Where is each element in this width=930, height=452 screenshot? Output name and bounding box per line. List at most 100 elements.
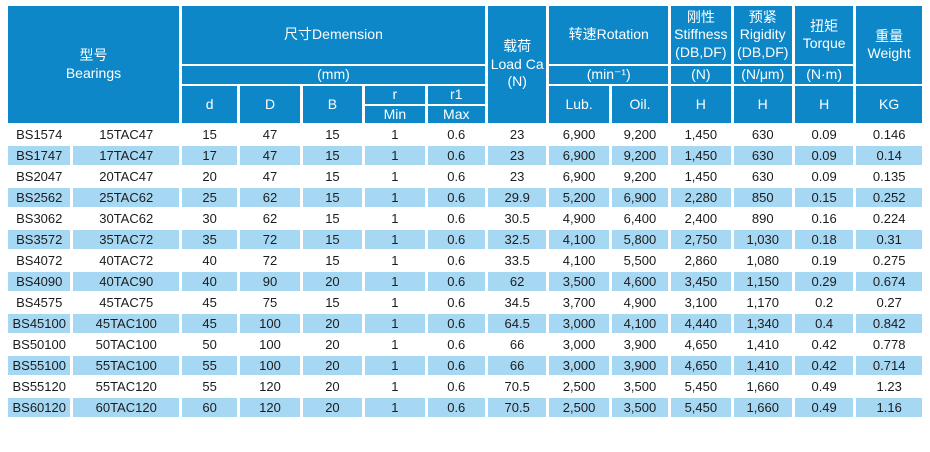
table-cell: BS1574	[4, 123, 74, 146]
header-stiffness: 刚性 Stiffness (DB,DF)	[668, 4, 734, 66]
header-dimension-unit: (mm)	[178, 64, 488, 86]
table-cell: 120	[237, 396, 303, 419]
table-cell: BS55120	[4, 375, 74, 398]
table-cell: 2,500	[546, 375, 612, 398]
header-torque-zh: 扭矩	[810, 17, 839, 34]
table-cell: 40TAC72	[70, 249, 182, 272]
table-cell: 6,900	[546, 123, 612, 146]
table-cell: 0.49	[791, 375, 857, 398]
table-cell: 1,660	[730, 375, 795, 398]
table-cell: 70.5	[484, 396, 550, 419]
table-cell: BS2562	[4, 186, 74, 209]
table-cell: 4,600	[608, 270, 672, 293]
table-cell: 3,100	[668, 291, 734, 314]
table-cell: 1.16	[853, 396, 925, 419]
table-cell: 32.5	[484, 228, 550, 251]
table-cell: 1	[362, 354, 428, 377]
table-cell: 4,440	[668, 312, 734, 335]
table-cell: 0.09	[791, 165, 857, 188]
table-cell: 66	[484, 333, 550, 356]
table-row: BS55120 55TAC120 55 120 20 1 0.6 70.5 2,500 3,500…	[4, 375, 925, 398]
table-cell: 100	[237, 354, 303, 377]
table-cell: 5,450	[668, 375, 734, 398]
table-cell: 0.42	[791, 333, 857, 356]
table-cell: 23	[484, 123, 550, 146]
table-cell: 9,200	[608, 123, 672, 146]
table-cell: 1	[362, 207, 428, 230]
table-cell: 15	[299, 249, 366, 272]
bearing-spec-table: 型号 Bearings 尺寸Demension 载荷 Load Ca (N) 转…	[4, 4, 925, 419]
table-cell: 630	[730, 123, 795, 146]
table-row: BS50100 50TAC100 50 100 20 1 0.6 66 3,000 3,900 4,…	[4, 333, 925, 356]
table-cell: 20	[178, 165, 241, 188]
table-cell: 5,500	[608, 249, 672, 272]
table-cell: 6,400	[608, 207, 672, 230]
table-cell: 15	[299, 207, 366, 230]
header-col-oil: Oil.	[608, 84, 672, 125]
table-cell: 60	[178, 396, 241, 419]
table-cell: 850	[730, 186, 795, 209]
table-cell: 0.6	[424, 207, 488, 230]
table-cell: 1	[362, 123, 428, 146]
table-row: BS3572 35TAC72 35 72 15 1 0.6 32.5 4,100 5,800 2,7…	[4, 228, 925, 251]
table-cell: 3,500	[608, 396, 672, 419]
table-row: BS2047 20TAC47 20 47 15 1 0.6 23 6,900 9,200 1,450…	[4, 165, 925, 188]
table-cell: 100	[237, 333, 303, 356]
table-cell: 630	[730, 165, 795, 188]
table-cell: BS3062	[4, 207, 74, 230]
header-col-d: d	[178, 84, 241, 125]
table-cell: 30	[178, 207, 241, 230]
table-cell: 1	[362, 333, 428, 356]
table-cell: 1	[362, 186, 428, 209]
table-cell: 0.778	[853, 333, 925, 356]
table-cell: 45	[178, 291, 241, 314]
table-cell: 1,340	[730, 312, 795, 335]
table-body: BS1574 15TAC47 15 47 15 1 0.6 23 6,900 9,200 1,450…	[4, 123, 925, 419]
table-cell: 60TAC120	[70, 396, 182, 419]
table-cell: 0.15	[791, 186, 857, 209]
table-cell: 1,030	[730, 228, 795, 251]
table-cell: BS60120	[4, 396, 74, 419]
table-cell: 4,100	[546, 228, 612, 251]
table-cell: 55	[178, 354, 241, 377]
table-cell: BS50100	[4, 333, 74, 356]
header-torque-unit: (N·m)	[791, 64, 857, 86]
table-cell: 6,900	[608, 186, 672, 209]
header-col-kg: KG	[853, 84, 925, 125]
table-header: 型号 Bearings 尺寸Demension 载荷 Load Ca (N) 转…	[5, 4, 925, 125]
table-cell: 33.5	[484, 249, 550, 272]
table-cell: 0.49	[791, 396, 857, 419]
table-cell: 15	[299, 123, 366, 146]
table-cell: 2,500	[546, 396, 612, 419]
table-cell: 66	[484, 354, 550, 377]
table-cell: 72	[237, 228, 303, 251]
table-cell: 75	[237, 291, 303, 314]
header-rigidity: 预紧 Rigidity (DB,DF)	[730, 4, 795, 66]
table-cell: 1	[362, 249, 428, 272]
table-cell: 15TAC47	[70, 123, 182, 146]
header-model-en: Bearings	[65, 64, 122, 81]
table-cell: 0.09	[791, 123, 857, 146]
table-cell: 20	[299, 312, 366, 335]
table-cell: 890	[730, 207, 795, 230]
header-col-stiffness-h: H	[668, 84, 734, 125]
table-cell: 1.23	[853, 375, 925, 398]
table-cell: 40TAC90	[70, 270, 182, 293]
table-cell: 0.146	[853, 123, 925, 146]
table-cell: 55TAC120	[70, 375, 182, 398]
header-rigidity-en: Rigidity	[739, 26, 786, 43]
table-cell: 29.9	[484, 186, 550, 209]
header-stiffness-en: Stiffness	[674, 26, 728, 43]
header-model: 型号 Bearings	[5, 4, 182, 125]
table-cell: 70.5	[484, 375, 550, 398]
header-rigidity-unit: (N/μm)	[730, 64, 795, 86]
table-cell: 0.2	[791, 291, 857, 314]
table-cell: 0.31	[853, 228, 925, 251]
table-cell: 35	[178, 228, 241, 251]
table-cell: 20	[299, 333, 366, 356]
table-cell: 3,700	[546, 291, 612, 314]
table-cell: 45TAC100	[70, 312, 182, 335]
table-cell: 0.6	[424, 333, 488, 356]
table-cell: 4,900	[608, 291, 672, 314]
